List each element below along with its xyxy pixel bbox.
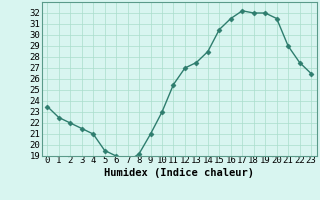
X-axis label: Humidex (Indice chaleur): Humidex (Indice chaleur) (104, 168, 254, 178)
